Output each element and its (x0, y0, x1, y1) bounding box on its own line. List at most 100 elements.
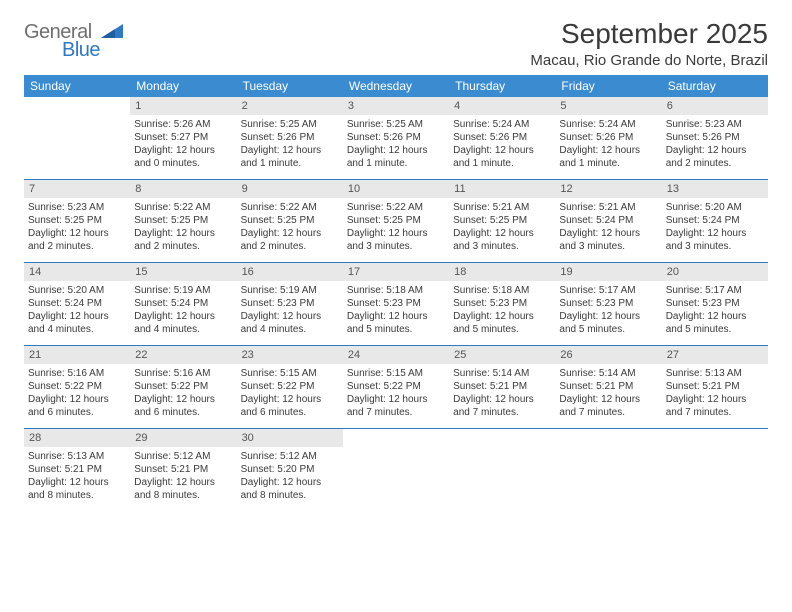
calendar-week: 1Sunrise: 5:26 AMSunset: 5:27 PMDaylight… (24, 97, 768, 180)
calendar-day: 3Sunrise: 5:25 AMSunset: 5:26 PMDaylight… (343, 97, 449, 179)
calendar-day: 13Sunrise: 5:20 AMSunset: 5:24 PMDayligh… (662, 180, 768, 262)
calendar-day: 24Sunrise: 5:15 AMSunset: 5:22 PMDayligh… (343, 346, 449, 428)
calendar: SundayMondayTuesdayWednesdayThursdayFrid… (24, 75, 768, 511)
title-block: September 2025 Macau, Rio Grande do Nort… (530, 18, 768, 69)
logo-triangle-icon (101, 21, 123, 43)
daylight-line: Daylight: 12 hours and 1 minute. (241, 144, 339, 170)
sunset-line: Sunset: 5:21 PM (134, 463, 232, 476)
calendar-day: 15Sunrise: 5:19 AMSunset: 5:24 PMDayligh… (130, 263, 236, 345)
weekday-header: SundayMondayTuesdayWednesdayThursdayFrid… (24, 75, 768, 97)
daylight-line: Daylight: 12 hours and 5 minutes. (666, 310, 764, 336)
day-number: 27 (662, 346, 768, 364)
sunrise-line: Sunrise: 5:18 AM (347, 284, 445, 297)
sunrise-line: Sunrise: 5:20 AM (28, 284, 126, 297)
daylight-line: Daylight: 12 hours and 4 minutes. (134, 310, 232, 336)
day-number: 28 (24, 429, 130, 447)
sunrise-line: Sunrise: 5:21 AM (453, 201, 551, 214)
sunrise-line: Sunrise: 5:22 AM (134, 201, 232, 214)
daylight-line: Daylight: 12 hours and 2 minutes. (241, 227, 339, 253)
daylight-line: Daylight: 12 hours and 6 minutes. (28, 393, 126, 419)
calendar-day: 7 Sunrise: 5:23 AMSunset: 5:25 PMDaylight… (24, 180, 130, 262)
daylight-line: Daylight: 12 hours and 2 minutes. (134, 227, 232, 253)
calendar-day: 28Sunrise: 5:13 AMSunset: 5:21 PMDayligh… (24, 429, 130, 511)
calendar-day-empty (24, 97, 130, 179)
sunset-line: Sunset: 5:23 PM (347, 297, 445, 310)
calendar-day-empty (343, 429, 449, 511)
calendar-day: 18Sunrise: 5:18 AMSunset: 5:23 PMDayligh… (449, 263, 555, 345)
sunset-line: Sunset: 5:23 PM (559, 297, 657, 310)
logo: General Blue (24, 22, 123, 60)
daylight-line: Daylight: 12 hours and 7 minutes. (666, 393, 764, 419)
sunrise-line: Sunrise: 5:14 AM (559, 367, 657, 380)
sunrise-line: Sunrise: 5:14 AM (453, 367, 551, 380)
day-number: 25 (449, 346, 555, 364)
sunset-line: Sunset: 5:27 PM (134, 131, 232, 144)
sunrise-line: Sunrise: 5:12 AM (241, 450, 339, 463)
sunset-line: Sunset: 5:26 PM (453, 131, 551, 144)
calendar-week: 21 Sunrise: 5:16 AMSunset: 5:22 PM Dayligh… (24, 346, 768, 429)
sunrise-line: Sunrise: 5:24 AM (453, 118, 551, 131)
calendar-day: 29Sunrise: 5:12 AMSunset: 5:21 PMDayligh… (130, 429, 236, 511)
calendar-day: 11Sunrise: 5:21 AMSunset: 5:25 PMDayligh… (449, 180, 555, 262)
sunset-line: Sunset: 5:25 PM (28, 214, 126, 227)
day-number: 7 (24, 180, 130, 198)
calendar-day: 6Sunrise: 5:23 AMSunset: 5:26 PMDaylight… (662, 97, 768, 179)
day-number: 2 (237, 97, 343, 115)
day-number: 14 (24, 263, 130, 281)
calendar-day: 26Sunrise: 5:14 AMSunset: 5:21 PMDayligh… (555, 346, 661, 428)
weekday-label: Sunday (24, 75, 130, 97)
daylight-line: Daylight: 12 hours and 7 minutes. (347, 393, 445, 419)
sunset-line: Sunset: 5:22 PM (134, 380, 232, 393)
day-number: 17 (343, 263, 449, 281)
sunrise-line: Sunrise: 5:23 AM (666, 118, 764, 131)
sunrise-line: Sunrise: 5:12 AM (134, 450, 232, 463)
day-number: 21 (24, 346, 130, 364)
calendar-day: 10Sunrise: 5:22 AMSunset: 5:25 PMDayligh… (343, 180, 449, 262)
sunrise-line: Sunrise: 5:24 AM (559, 118, 657, 131)
sunrise-line: Sunrise: 5:20 AM (666, 201, 764, 214)
day-number: 3 (343, 97, 449, 115)
calendar-day: 21Sunrise: 5:16 AMSunset: 5:22 PMDayligh… (24, 346, 130, 428)
calendar-day: 4Sunrise: 5:24 AMSunset: 5:26 PMDaylight… (449, 97, 555, 179)
day-number: 18 (449, 263, 555, 281)
daylight-line: Daylight: 12 hours and 3 minutes. (559, 227, 657, 253)
month-title: September 2025 (530, 18, 768, 50)
day-number: 24 (343, 346, 449, 364)
daylight-line: Daylight: 12 hours and 0 minutes. (134, 144, 232, 170)
sunset-line: Sunset: 5:26 PM (347, 131, 445, 144)
calendar-day: 17Sunrise: 5:18 AMSunset: 5:23 PMDayligh… (343, 263, 449, 345)
day-number: 10 (343, 180, 449, 198)
sunset-line: Sunset: 5:25 PM (453, 214, 551, 227)
daylight-line: Daylight: 12 hours and 1 minute. (453, 144, 551, 170)
calendar-day: 22Sunrise: 5:16 AMSunset: 5:22 PMDayligh… (130, 346, 236, 428)
sunset-line: Sunset: 5:21 PM (28, 463, 126, 476)
sunset-line: Sunset: 5:23 PM (666, 297, 764, 310)
sunrise-line: Sunrise: 5:22 AM (347, 201, 445, 214)
weekday-label: Friday (555, 75, 661, 97)
sunset-line: Sunset: 5:26 PM (559, 131, 657, 144)
day-number: 26 (555, 346, 661, 364)
sunrise-line: Sunrise: 5:19 AM (241, 284, 339, 297)
sunrise-line: Sunrise: 5:21 AM (559, 201, 657, 214)
day-number: 11 (449, 180, 555, 198)
day-number: 8 (130, 180, 236, 198)
daylight-line: Daylight: 12 hours and 1 minute. (559, 144, 657, 170)
sunset-line: Sunset: 5:21 PM (666, 380, 764, 393)
daylight-line: Daylight: 12 hours and 7 minutes. (453, 393, 551, 419)
daylight-line: Daylight: 12 hours and 3 minutes. (666, 227, 764, 253)
sunset-line: Sunset: 5:20 PM (241, 463, 339, 476)
daylight-line: Daylight: 12 hours and 2 minutes. (28, 227, 126, 253)
sunset-line: Sunset: 5:23 PM (241, 297, 339, 310)
sunrise-line: Sunrise: 5:13 AM (28, 450, 126, 463)
weekday-label: Saturday (662, 75, 768, 97)
sunrise-line: Sunrise: 5:15 AM (347, 367, 445, 380)
daylight-line: Daylight: 12 hours and 4 minutes. (28, 310, 126, 336)
day-number: 29 (130, 429, 236, 447)
calendar-day-empty (662, 429, 768, 511)
daylight-line: Daylight: 12 hours and 3 minutes. (347, 227, 445, 253)
calendar-day: 1Sunrise: 5:26 AMSunset: 5:27 PMDaylight… (130, 97, 236, 179)
weekday-label: Wednesday (343, 75, 449, 97)
sunrise-line: Sunrise: 5:23 AM (28, 201, 126, 214)
daylight-line: Daylight: 12 hours and 6 minutes. (241, 393, 339, 419)
sunrise-line: Sunrise: 5:16 AM (134, 367, 232, 380)
